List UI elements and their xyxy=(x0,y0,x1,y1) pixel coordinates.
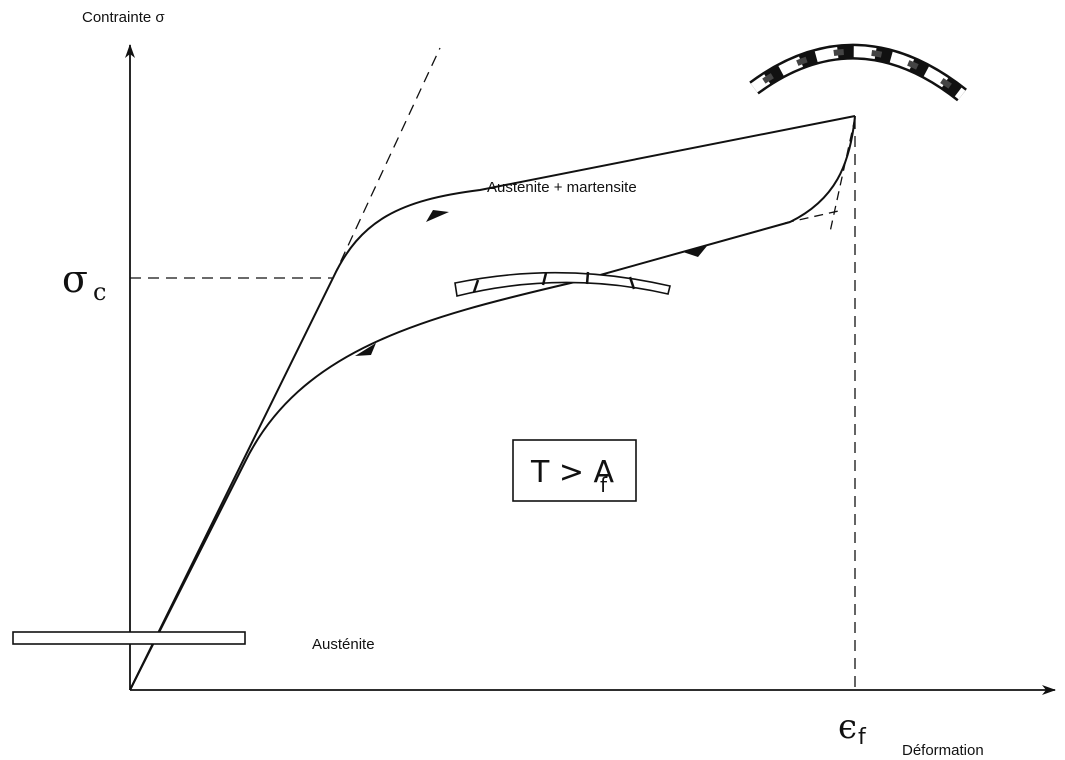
strongly-bent-specimen-icon xyxy=(749,43,967,102)
straight-specimen-icon xyxy=(12,631,246,645)
partially-bent-specimen-icon xyxy=(454,271,671,297)
x-axis-label: Déformation xyxy=(902,742,984,759)
unloading-curve xyxy=(129,115,856,691)
condition-text: T > A xyxy=(530,455,615,490)
epsilon-f-symbol: ϵ xyxy=(838,707,857,747)
plateau-extension xyxy=(784,209,844,224)
austenite-label: Austénite xyxy=(312,636,375,653)
epsilon-f-subscript: f xyxy=(858,725,867,750)
sigma-c-subscript: c xyxy=(93,278,106,306)
sigma-c-symbol: σ xyxy=(62,257,88,301)
unloading-slope-tangent xyxy=(829,117,856,233)
unloading-direction-arrow-lower xyxy=(355,343,376,356)
austenite-martensite-label: Austénite + martensite xyxy=(487,179,637,196)
unloading-direction-arrow-upper xyxy=(683,246,707,257)
elastic-slope-extension xyxy=(332,47,441,279)
loading-direction-arrow xyxy=(426,210,449,222)
temperature-condition-box: T > A f xyxy=(512,439,637,502)
condition-subscript: f xyxy=(600,473,608,497)
y-axis-label: Contrainte σ xyxy=(82,9,165,26)
loading-curve xyxy=(129,115,856,691)
